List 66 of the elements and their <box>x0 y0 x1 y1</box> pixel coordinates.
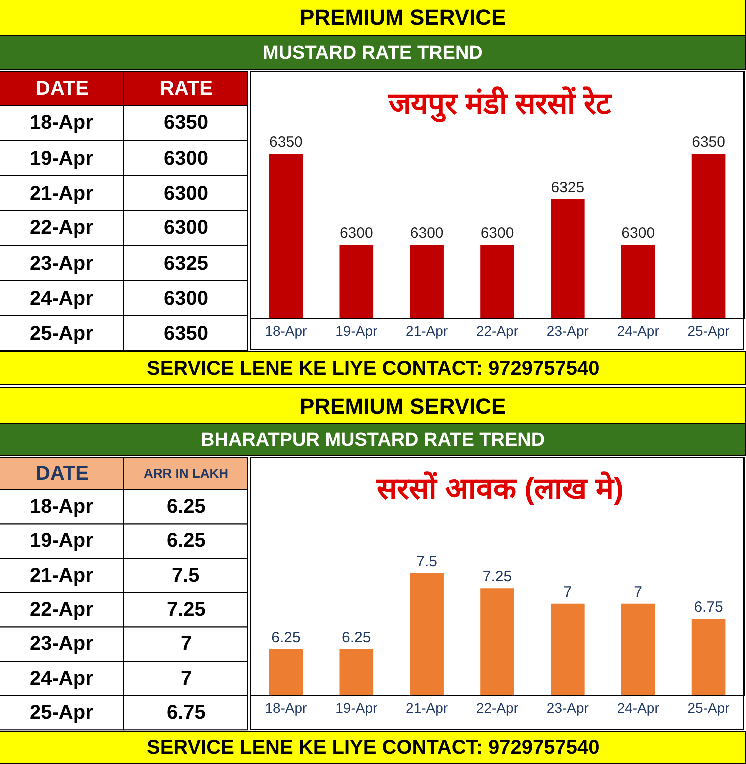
text: ARR IN LAKH <box>144 466 228 481</box>
data-label: 7.5 <box>416 553 438 570</box>
text: 6350 <box>164 323 208 345</box>
x-tick-label: 22-Apr <box>476 700 519 716</box>
data-label: 6350 <box>692 134 726 151</box>
category-label: 18-Apr <box>30 112 94 134</box>
text: RATE <box>160 78 213 100</box>
text: 6.75 <box>167 702 206 724</box>
x-tick-label: 25-Apr <box>688 322 730 339</box>
x-tick-label: 23-Apr <box>546 322 590 339</box>
category-label: 23-Apr <box>30 253 94 275</box>
data-label: 6300 <box>480 225 514 242</box>
category-label: 21-Apr <box>30 565 94 587</box>
category-label: 24-Apr <box>30 668 94 690</box>
data-label: 7 <box>634 584 643 601</box>
category-label: 24-Apr <box>30 288 94 310</box>
text: 6325 <box>164 253 208 275</box>
data-label: 6.75 <box>694 599 724 616</box>
text: DATE <box>36 78 89 100</box>
x-tick-label: 24-Apr <box>617 322 660 339</box>
data-label: 6325 <box>551 180 585 197</box>
data-label: 6300 <box>340 225 374 242</box>
text: DATE <box>36 463 89 485</box>
chart-subtitle: BHARATPUR MUSTARD RATE TREND <box>201 430 546 451</box>
text: 7.5 <box>172 565 200 587</box>
category-label: 23-Apr <box>30 633 94 655</box>
text: 6.25 <box>167 530 206 552</box>
text: SERVICE LENE KE LIYE CONTACT: 9729757540 <box>147 358 600 380</box>
x-tick-label: 19-Apr <box>336 322 378 339</box>
x-tick-label: 18-Apr <box>265 322 308 339</box>
data-label: 6.25 <box>342 629 372 646</box>
data-label: 6350 <box>270 134 303 151</box>
category-label: 19-Apr <box>30 530 94 552</box>
data-label: 6300 <box>622 225 656 242</box>
data-label: 7.25 <box>482 568 512 586</box>
text: PREMIUM SERVICE <box>300 394 506 419</box>
text: PREMIUM SERVICE <box>300 5 506 30</box>
data-label: 6300 <box>410 225 444 242</box>
text: SERVICE LENE KE LIYE CONTACT: 9729757540 <box>147 737 600 759</box>
x-tick-label: 19-Apr <box>336 700 378 716</box>
text: 6.25 <box>167 496 206 518</box>
category-label: 22-Apr <box>30 217 94 239</box>
category-label: 19-Apr <box>30 148 94 170</box>
category-label: 18-Apr <box>30 496 94 518</box>
category-label: 22-Apr <box>30 599 94 621</box>
x-tick-label: 24-Apr <box>617 700 660 716</box>
x-tick-label: 21-Apr <box>406 322 448 339</box>
text: 7 <box>181 633 192 655</box>
x-tick-label: 21-Apr <box>406 700 448 716</box>
chart-subtitle: MUSTARD RATE TREND <box>263 43 483 64</box>
x-tick-label: 22-Apr <box>476 322 519 339</box>
data-label: 6.25 <box>272 629 301 646</box>
text: जयपुर मंडी सरसों रेट <box>388 86 614 123</box>
text: सरसों आवक (लाख मे) <box>376 471 624 506</box>
x-tick-label: 23-Apr <box>546 700 590 716</box>
text: 7 <box>181 668 192 690</box>
text: 6300 <box>164 183 208 205</box>
text: 6300 <box>164 217 208 239</box>
data-label: 7 <box>564 584 572 601</box>
x-tick-label: 25-Apr <box>688 700 730 716</box>
text: 6300 <box>164 148 208 170</box>
text: 6300 <box>164 288 208 310</box>
text: 7.25 <box>167 599 206 621</box>
text: 6350 <box>164 112 208 134</box>
category-label: 21-Apr <box>30 183 94 205</box>
x-tick-label: 18-Apr <box>265 700 308 716</box>
